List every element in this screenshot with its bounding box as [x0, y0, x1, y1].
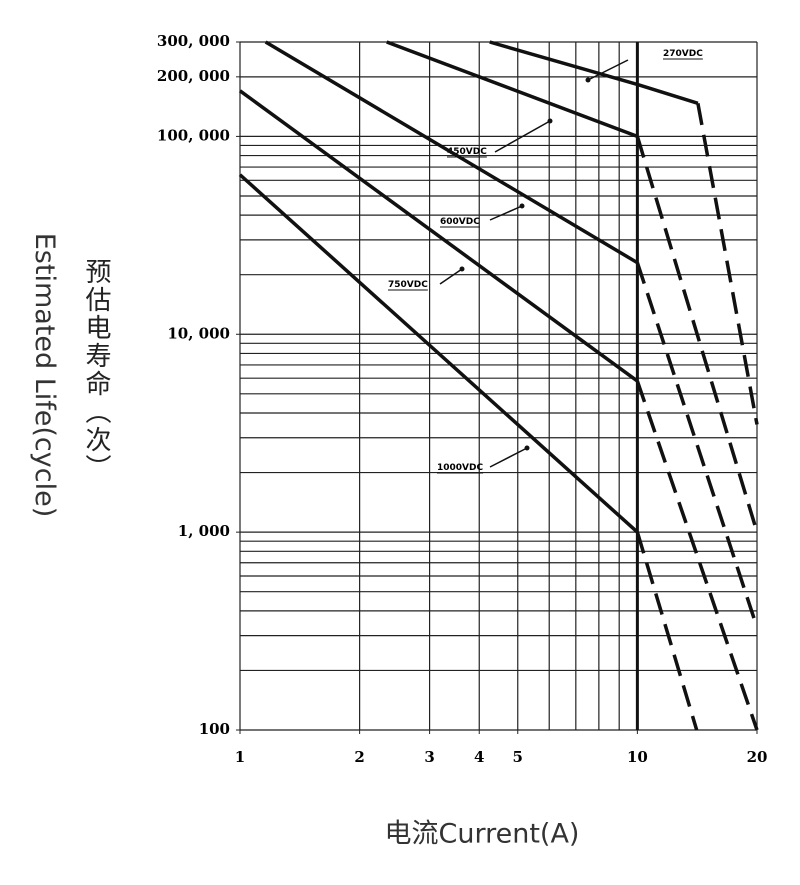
- x-axis-label: 电流Current(A): [385, 819, 580, 850]
- series-line-dashed: [635, 531, 699, 731]
- y-tick-label: 10, 000: [167, 324, 230, 342]
- series-line: [264, 40, 639, 265]
- series-label: 450VDC: [447, 147, 487, 157]
- arrow-head: [459, 266, 465, 272]
- y-tick-label: 1, 000: [178, 522, 230, 540]
- x-tick-label: 5: [513, 748, 523, 766]
- x-tick-label: 1: [235, 748, 245, 766]
- series-label: 1000VDC: [437, 463, 483, 473]
- series-line-dashed: [635, 135, 759, 533]
- y-tick-label: 200, 000: [157, 67, 230, 85]
- series-line-dashed: [635, 380, 759, 731]
- series-line: [386, 40, 638, 139]
- series-line: [489, 40, 699, 105]
- series-line: [238, 89, 639, 383]
- label-arrow: [587, 59, 629, 81]
- label-arrow: [494, 120, 551, 153]
- arrow-head: [547, 118, 553, 124]
- arrow-head: [519, 203, 525, 209]
- arrow-head: [585, 77, 591, 83]
- y-axis-label: 预估电寿命（次）: [81, 258, 111, 482]
- series-label: 600VDC: [440, 217, 480, 227]
- series-line: [238, 173, 639, 534]
- label-arrow: [489, 205, 523, 221]
- series-line-dashed: [635, 262, 759, 628]
- series-label: 750VDC: [388, 280, 428, 290]
- x-tick-label: 20: [747, 748, 768, 766]
- y-tick-label: 300, 000: [157, 32, 230, 50]
- x-tick-label: 2: [354, 748, 364, 766]
- y-tick-label: 100: [199, 720, 230, 738]
- label-arrow: [489, 447, 528, 468]
- series-label: 270VDC: [663, 49, 703, 59]
- series-line-dashed: [696, 102, 759, 425]
- x-tick-label: 4: [474, 748, 484, 766]
- y-axis-label-en: Estimated Life(cycle): [29, 233, 60, 518]
- y-tick-label: 100, 000: [157, 126, 230, 144]
- x-tick-label: 3: [424, 748, 434, 766]
- label-arrow: [439, 268, 463, 285]
- arrow-head: [524, 445, 530, 451]
- x-tick-label: 10: [627, 748, 648, 766]
